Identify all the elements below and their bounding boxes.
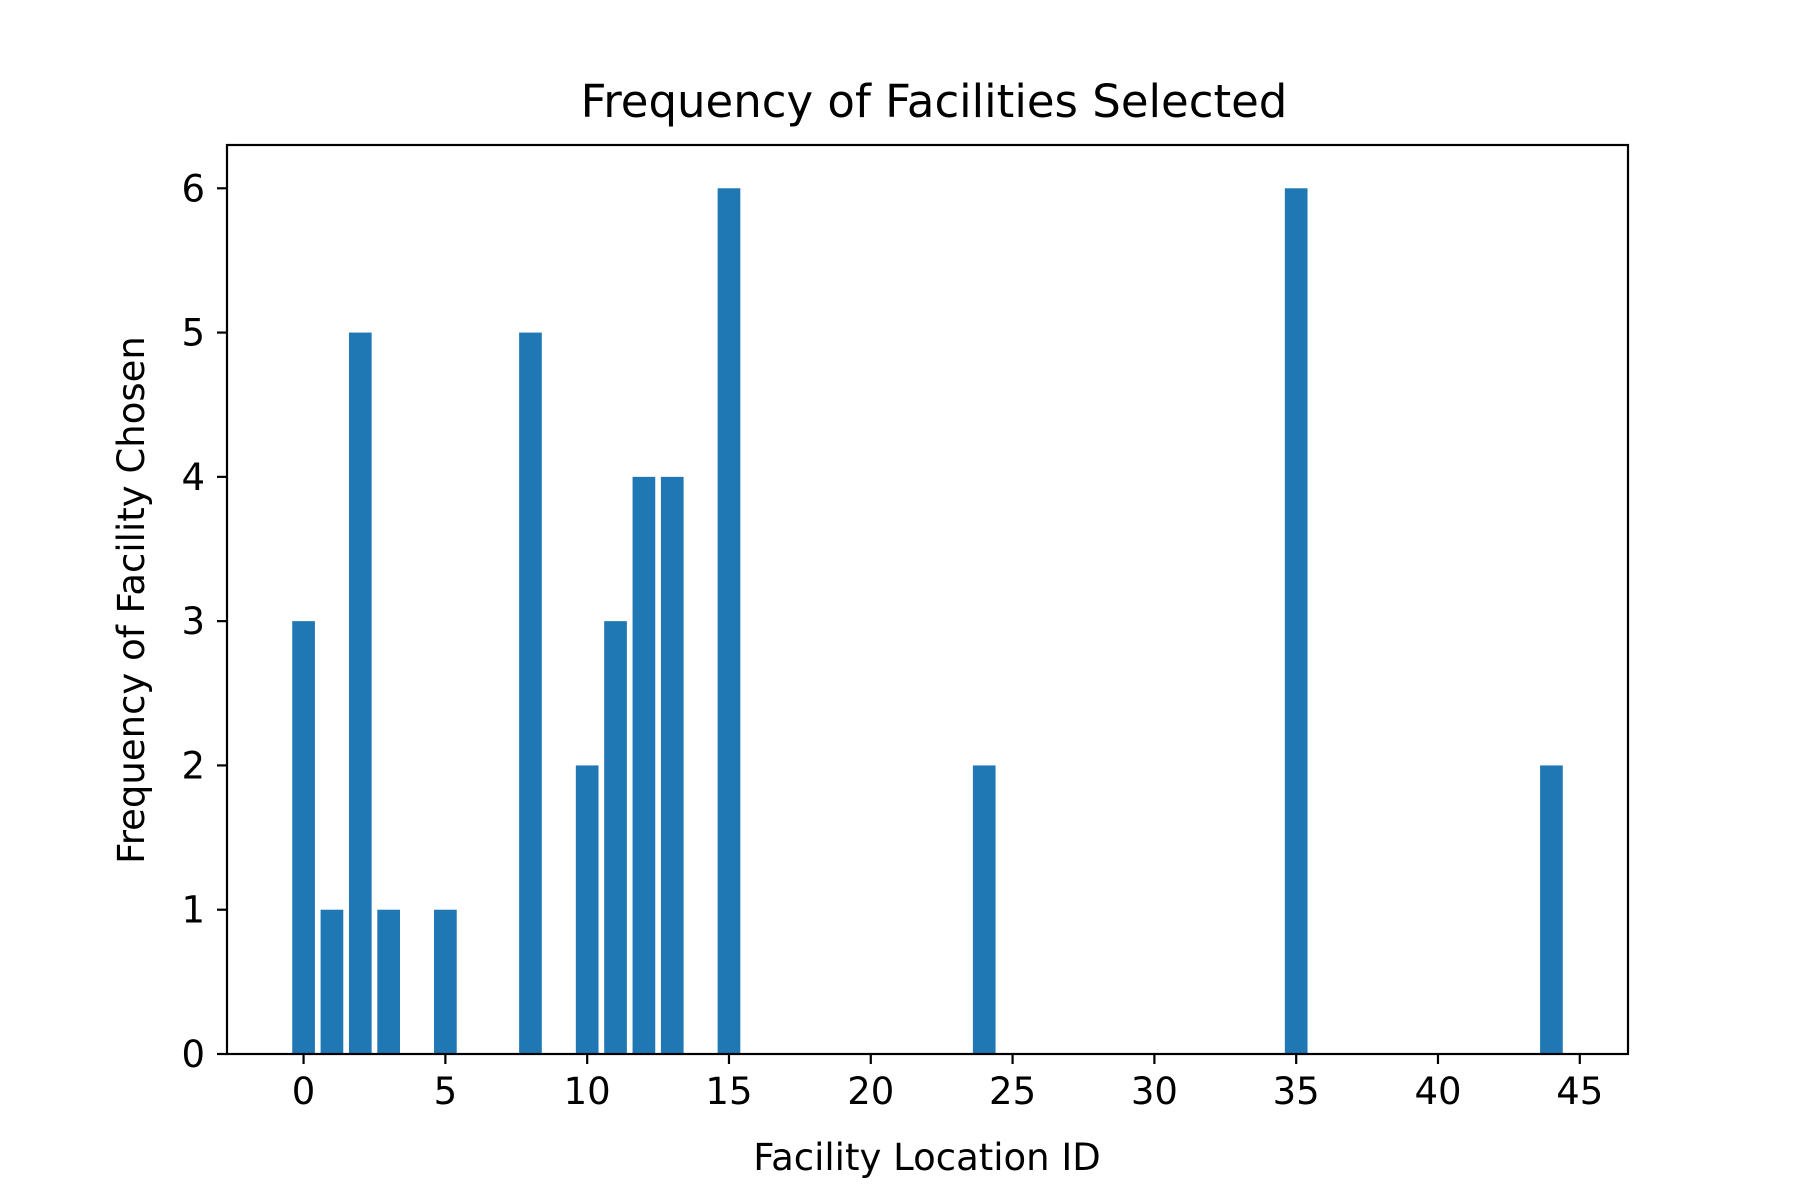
bars-group bbox=[292, 188, 1563, 1055]
y-tick-label: 4 bbox=[181, 456, 205, 499]
y-tick-label: 2 bbox=[181, 744, 205, 787]
y-axis-ticks: 0 1 2 3 4 5 6 bbox=[181, 167, 227, 1076]
x-tick-label: 30 bbox=[1131, 1070, 1178, 1113]
x-tick-label: 0 bbox=[292, 1070, 316, 1113]
x-tick-label: 40 bbox=[1414, 1070, 1461, 1113]
x-tick-label: 10 bbox=[564, 1070, 611, 1113]
x-axis-label: Facility Location ID bbox=[753, 1136, 1101, 1179]
y-axis-label: Frequency of Facility Chosen bbox=[110, 336, 153, 864]
plot-frame bbox=[225, 143, 1630, 1056]
y-tick-label: 3 bbox=[181, 600, 205, 643]
bar-facility-44 bbox=[1540, 765, 1563, 1054]
bar-facility-12 bbox=[632, 476, 656, 1054]
x-tick-label: 15 bbox=[705, 1070, 752, 1113]
x-tick-label: 35 bbox=[1273, 1070, 1320, 1113]
x-tick-label: 20 bbox=[847, 1070, 894, 1113]
bar-facility-8 bbox=[519, 332, 542, 1054]
bar-facility-3 bbox=[377, 909, 400, 1054]
bar-facility-10 bbox=[575, 765, 599, 1054]
x-tick-label: 25 bbox=[989, 1070, 1036, 1113]
bar-facility-2 bbox=[348, 332, 372, 1054]
bar-facility-35 bbox=[1284, 188, 1308, 1055]
y-tick-label: 6 bbox=[181, 167, 205, 210]
bar-facility-13 bbox=[660, 476, 684, 1054]
bar-facility-11 bbox=[604, 621, 627, 1054]
chart-title: Frequency of Facilities Selected bbox=[581, 75, 1288, 128]
y-tick-label: 0 bbox=[181, 1033, 205, 1076]
bar-facility-1 bbox=[320, 909, 344, 1054]
y-tick-label: 1 bbox=[181, 889, 205, 932]
bar-facility-15 bbox=[717, 188, 741, 1055]
bar-facility-5 bbox=[434, 909, 457, 1054]
x-tick-label: 45 bbox=[1556, 1070, 1603, 1113]
x-axis-ticks: 0 5 10 15 20 25 30 35 40 45 bbox=[292, 1054, 1603, 1113]
y-tick-label: 5 bbox=[181, 312, 205, 355]
bar-facility-24 bbox=[972, 765, 996, 1054]
x-tick-label: 5 bbox=[434, 1070, 458, 1113]
bar-facility-0 bbox=[292, 621, 315, 1054]
